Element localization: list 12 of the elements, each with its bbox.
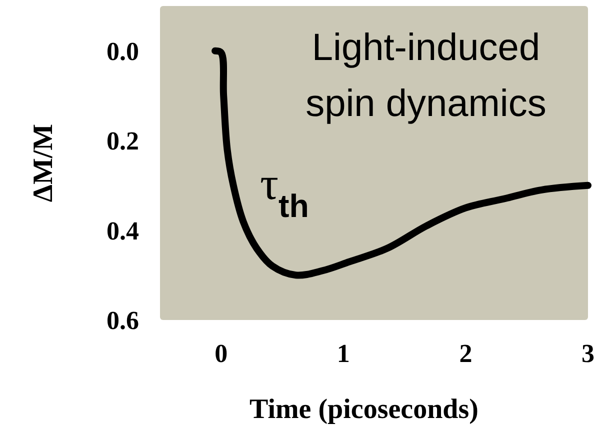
x-tick-label: 1: [336, 339, 350, 368]
y-tick-label: 0.2: [106, 126, 139, 156]
y-axis-title: ΔM/M: [28, 124, 59, 202]
text: 0.0: [106, 36, 139, 66]
y-tick-label: 0.6: [106, 306, 139, 336]
x-tick-label: 2: [459, 339, 472, 368]
x-tick-label: 3: [582, 339, 594, 368]
x-axis-title: Time (picoseconds): [250, 394, 478, 425]
annotation: τ$_{th}$: [260, 158, 309, 224]
y-tick-label: 0.4: [106, 216, 139, 246]
x-tick-label: 0: [214, 339, 228, 368]
annotation: Light-induced spin dynamics: [306, 27, 546, 125]
